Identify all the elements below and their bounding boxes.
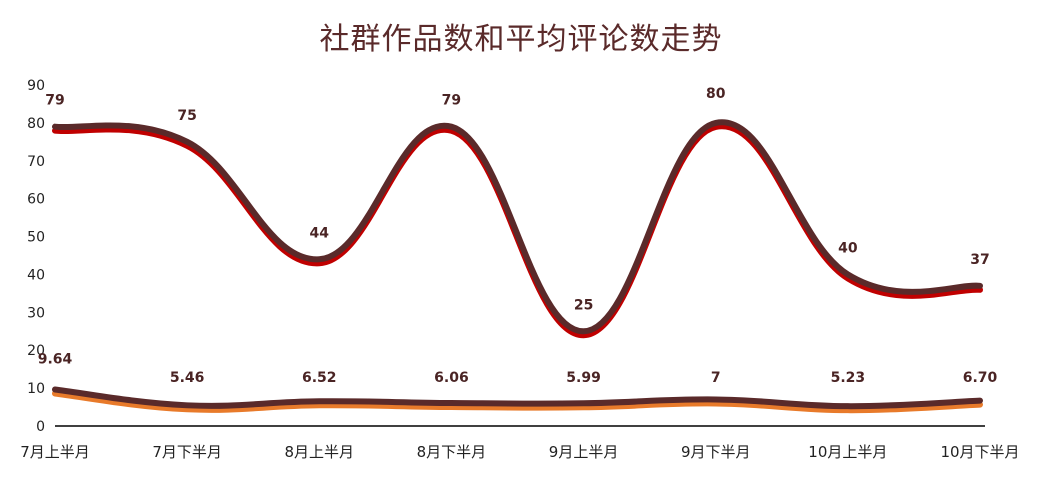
- x-tick-label: 10月下半月: [940, 443, 1019, 461]
- x-tick-label: 9月下半月: [681, 443, 751, 461]
- y-tick-label: 30: [27, 305, 45, 321]
- data-label: 5.23: [831, 370, 866, 386]
- x-tick-label: 7月下半月: [152, 443, 222, 461]
- x-axis: 7月上半月 7月下半月 8月上半月 8月下半月 9月上半月 9月下半月 10月上半月 10月下…: [20, 425, 1020, 461]
- y-tick-label: 10: [27, 381, 45, 397]
- y-tick-label: 90: [27, 78, 45, 94]
- data-label: 5.99: [566, 370, 601, 386]
- data-label: 75: [177, 108, 196, 124]
- series-shadow: [52, 390, 983, 414]
- series-line: [52, 386, 983, 410]
- x-tick-label: 9月上半月: [549, 443, 619, 461]
- x-tick-label: 7月上半月: [20, 443, 90, 461]
- chart-title: 社群作品数和平均评论数走势: [319, 22, 723, 57]
- data-labels: 79 75 44 79 25 80 40 37 9.64 5.46 6.52 6.06 5.99 7 5.2…: [38, 86, 998, 386]
- y-tick-label: 0: [36, 419, 45, 435]
- data-label: 6.52: [302, 370, 337, 386]
- data-label: 6.06: [434, 370, 469, 386]
- data-label: 25: [574, 297, 593, 313]
- data-label: 44: [310, 225, 330, 241]
- x-tick-label: 8月下半月: [417, 443, 487, 461]
- y-tick-label: 70: [27, 154, 45, 170]
- x-tick-label: 8月上半月: [285, 443, 355, 461]
- y-tick-label: 20: [27, 343, 45, 359]
- data-label: 37: [970, 252, 989, 268]
- data-label: 7: [711, 370, 721, 386]
- y-tick-label: 60: [27, 192, 45, 208]
- y-tick-label: 40: [27, 267, 45, 283]
- data-label: 5.46: [170, 370, 205, 386]
- x-tick-label: 10月上半月: [808, 443, 887, 461]
- y-axis: 0 10 20 30 40 50 60 70 80 90: [27, 78, 45, 435]
- data-label: 6.70: [963, 370, 998, 386]
- y-tick-label: 50: [27, 230, 45, 246]
- data-label: 80: [706, 86, 726, 102]
- data-label: 40: [838, 240, 858, 256]
- series-line: [52, 119, 983, 335]
- data-label: 9.64: [38, 351, 73, 367]
- data-label: 79: [45, 93, 64, 109]
- y-tick-label: 80: [27, 116, 45, 132]
- data-label: 79: [442, 93, 461, 109]
- series-lines: [52, 119, 983, 414]
- drop-lines: [54, 122, 981, 332]
